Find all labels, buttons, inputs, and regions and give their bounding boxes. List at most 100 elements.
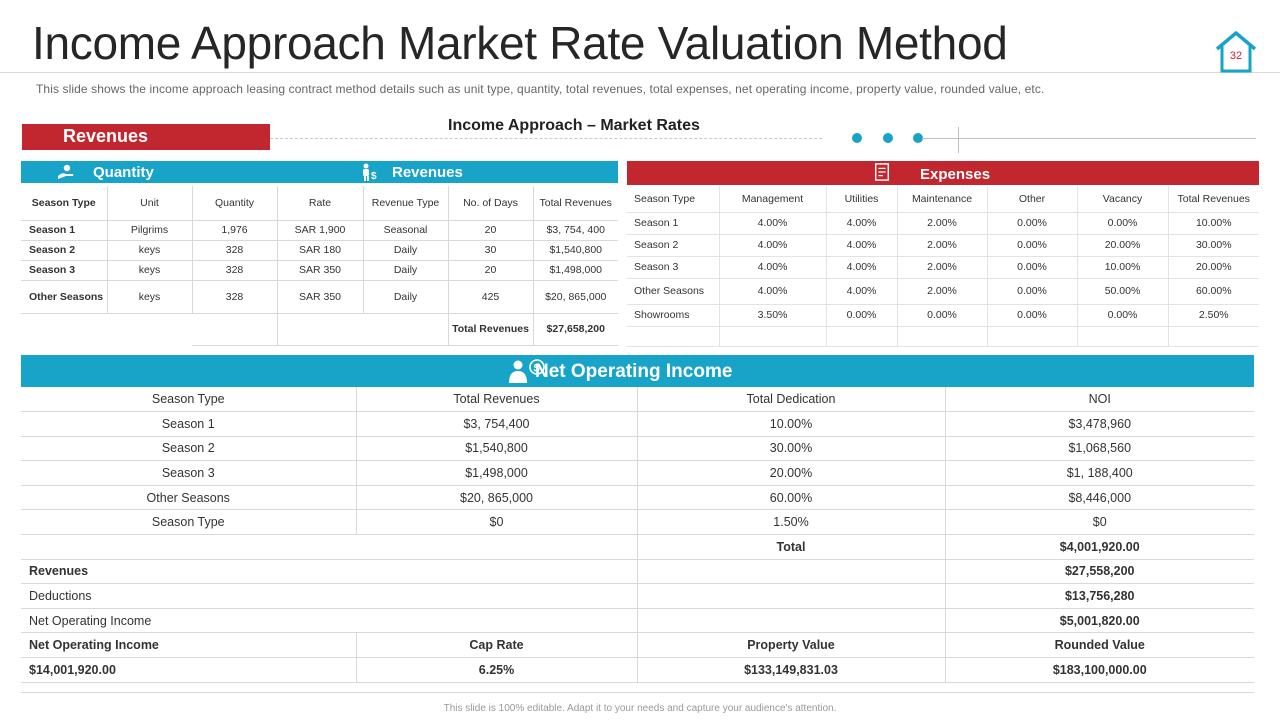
table-cell: keys (107, 280, 193, 314)
column-header: Total Dedication (637, 387, 946, 413)
table-cell: $20, 865,000 (356, 485, 638, 511)
dashed-divider (270, 138, 822, 139)
table-cell: 20.00% (1168, 256, 1259, 279)
table-row: Other Seasons keys 328 SAR 350 Daily 425… (21, 280, 618, 314)
table-cell (719, 326, 827, 347)
table-cell: 0.00% (1077, 304, 1169, 327)
table-cell (277, 313, 363, 346)
table-cell: 4.00% (826, 212, 898, 235)
table-cell (826, 326, 898, 347)
summary-value: $27,558,200 (945, 559, 1254, 585)
table-row: Season 2 $1,540,800 30.00% $1,068,560 (21, 436, 1254, 462)
table-row: Season 2 4.00% 4.00% 2.00% 0.00% 20.00% … (627, 234, 1259, 257)
revenues-band-label: Revenues (392, 164, 463, 181)
revenues-section-tag: Revenues (22, 124, 270, 150)
table-cell: $1,540,800 (356, 436, 638, 462)
home-icon[interactable] (1214, 30, 1258, 74)
table-cell: 20 (448, 220, 534, 241)
table-row: Season 3 keys 328 SAR 350 Daily 20 $1,49… (21, 260, 618, 281)
table-cell: 4.00% (826, 234, 898, 257)
table-cell (987, 326, 1078, 347)
total-revenues-label: Total Revenues (448, 313, 534, 346)
table-cell: 10.00% (637, 411, 946, 437)
rounded-value: $183,100,000.00 (945, 657, 1254, 683)
column-header: NOI (945, 387, 1254, 413)
table-cell: Showrooms (627, 304, 720, 327)
table-cell: 2.00% (897, 278, 988, 305)
slide-subtitle: This slide shows the income approach lea… (36, 82, 1045, 96)
table-row: Season 1 $3, 754,400 10.00% $3,478,960 (21, 411, 1254, 437)
table-cell: keys (107, 260, 193, 281)
slide-title: Income Approach Market Rate Valuation Me… (32, 17, 1008, 69)
quantity-band-label: Quantity (93, 164, 154, 181)
table-total-row: Total $4,001,920.00 (21, 534, 1254, 560)
column-header: Property Value (637, 632, 946, 659)
expenses-table: Season Type Management Utilities Mainten… (627, 186, 1259, 347)
table-cell (107, 313, 192, 345)
table-cell: 30.00% (1168, 234, 1259, 257)
table-cell (897, 326, 988, 347)
column-header: Rate (277, 186, 364, 221)
table-cell: 2.00% (897, 256, 988, 279)
table-cell (627, 326, 720, 347)
table-row: Other Seasons $20, 865,000 60.00% $8,446… (21, 485, 1254, 511)
table-row: Season 3 $1,498,000 20.00% $1, 188,400 (21, 460, 1254, 486)
table-cell: Season 3 (21, 460, 357, 486)
table-cell: 0.00% (987, 212, 1078, 235)
table-cell: 0.00% (987, 234, 1078, 257)
table-cell: 4.00% (719, 278, 827, 305)
net-operating-income-value: $14,001,920.00 (21, 657, 357, 683)
table-cell: Other Seasons (627, 278, 720, 305)
table-cell (637, 559, 946, 585)
column-header: Vacancy (1077, 186, 1169, 213)
table-cell: Season 1 (21, 220, 108, 241)
summary-row: Revenues $27,558,200 (21, 559, 1254, 585)
table-cell: 0.00% (987, 256, 1078, 279)
summary-label: Net Operating Income (21, 608, 638, 634)
table-cell: 1,976 (192, 220, 278, 241)
table-cell: 0.00% (987, 304, 1078, 327)
dot (852, 133, 862, 143)
page-number: 32 (1229, 50, 1243, 62)
column-header: Net Operating Income (21, 632, 357, 659)
table-cell: Season 1 (21, 411, 357, 437)
table-cell: 10.00% (1077, 256, 1169, 279)
quantity-revenues-band: Quantity $ Revenues (21, 161, 618, 183)
column-header: Other (987, 186, 1078, 213)
summary-row: Deductions $13,756,280 (21, 583, 1254, 609)
summary-label: Revenues (21, 559, 638, 585)
table-cell: 328 (192, 260, 278, 281)
table-row: Other Seasons 4.00% 4.00% 2.00% 0.00% 50… (627, 278, 1259, 305)
receipt-icon (874, 163, 890, 181)
table-cell: 2.00% (897, 212, 988, 235)
table-cell: 2.50% (1168, 304, 1259, 327)
table-cell: Season 2 (627, 234, 720, 257)
section-title: Income Approach – Market Rates (448, 117, 700, 134)
table-cell: 10.00% (1168, 212, 1259, 235)
column-header: Maintenance (897, 186, 988, 213)
column-header: Management (719, 186, 827, 213)
table-cell: 4.00% (719, 234, 827, 257)
table-cell: 20.00% (1077, 234, 1169, 257)
bottom-divider (21, 692, 1254, 693)
column-header: Season Type (627, 186, 720, 213)
table-row: Season 2 keys 328 SAR 180 Daily 30 $1,54… (21, 240, 618, 261)
table-cell: 2.00% (897, 234, 988, 257)
table-cell (1168, 326, 1259, 347)
table-cell: SAR 350 (277, 280, 364, 314)
table-cell: 20.00% (637, 460, 946, 486)
valuation-row: $14,001,920.00 6.25% $133,149,831.03 $18… (21, 657, 1254, 683)
expenses-band: Expenses (627, 161, 1259, 185)
table-row: Season Type $0 1.50% $0 (21, 509, 1254, 536)
dot (883, 133, 893, 143)
column-header: Quantity (192, 186, 278, 221)
table-cell: $1,540,800 (533, 240, 618, 261)
table-row: Season 3 4.00% 4.00% 2.00% 0.00% 10.00% … (627, 256, 1259, 279)
person-money-icon: $ (363, 163, 377, 181)
table-header-row: Season Type Total Revenues Total Dedicat… (21, 387, 1254, 413)
people-money-icon: $ (509, 359, 545, 383)
table-cell: $1, 188,400 (945, 460, 1254, 486)
table-row: Showrooms 3.50% 0.00% 0.00% 0.00% 0.00% … (627, 304, 1259, 327)
table-cell: SAR 350 (277, 260, 364, 281)
column-header: No. of Days (448, 186, 534, 221)
